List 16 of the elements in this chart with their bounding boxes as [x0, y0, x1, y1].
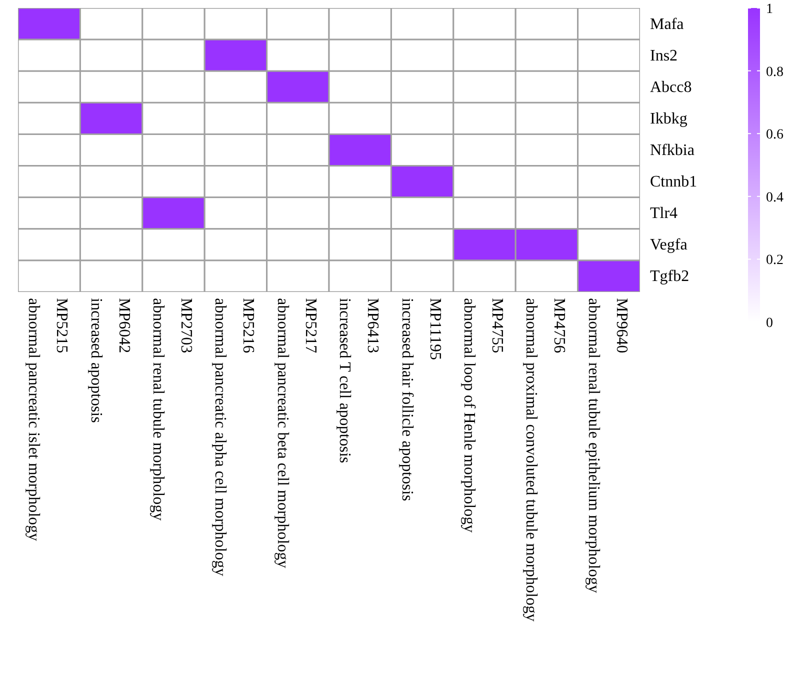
y-tick-label: Vegfa [650, 236, 688, 254]
y-tick-label: Tgfb2 [650, 268, 690, 286]
y-tick-label: Ikbkg [650, 110, 688, 128]
y-tick-label: Mafa [650, 16, 684, 33]
x-tick-label: MP5215 abnormal pancreatic islet morphology [25, 298, 70, 542]
y-tick-label: Abcc8 [650, 78, 692, 96]
y-tick-label: Ctnnb1 [650, 174, 698, 191]
color-bar-label: 0.4 [766, 190, 784, 206]
y-tick-label: Tlr4 [650, 205, 678, 222]
y-tick-label: Nfkbia [650, 142, 694, 159]
color-bar-label: 0.8 [766, 64, 784, 80]
y-tick-label: Ins2 [650, 47, 678, 64]
color-bar-label: 0 [766, 316, 773, 331]
color-bar-label: 0.6 [766, 128, 784, 143]
color-bar-label: 1 [766, 2, 773, 17]
color-bar-label: 0.2 [766, 253, 784, 268]
